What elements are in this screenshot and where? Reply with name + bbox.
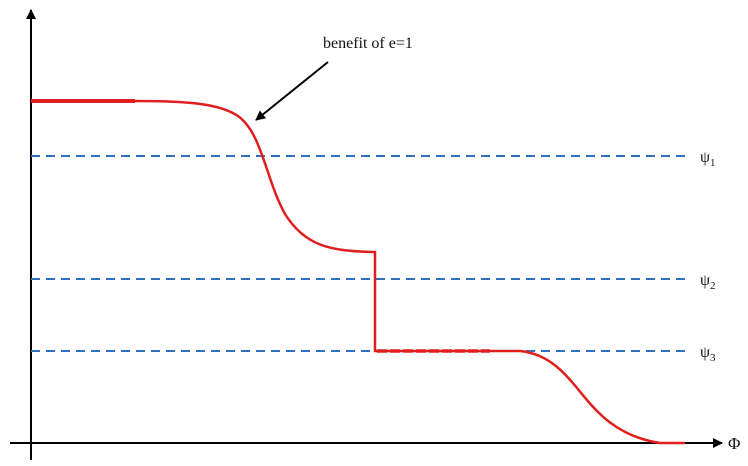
- threshold-label-2: ψ2: [700, 272, 716, 292]
- x-axis-label: Φ: [728, 434, 740, 453]
- threshold-label-3: ψ3: [700, 344, 716, 364]
- threshold-label-1: ψ1: [700, 149, 716, 169]
- annotation-text: benefit of e=1: [323, 35, 413, 52]
- annotation-arrow: [255, 61, 329, 121]
- value-curve: [31, 99, 685, 445]
